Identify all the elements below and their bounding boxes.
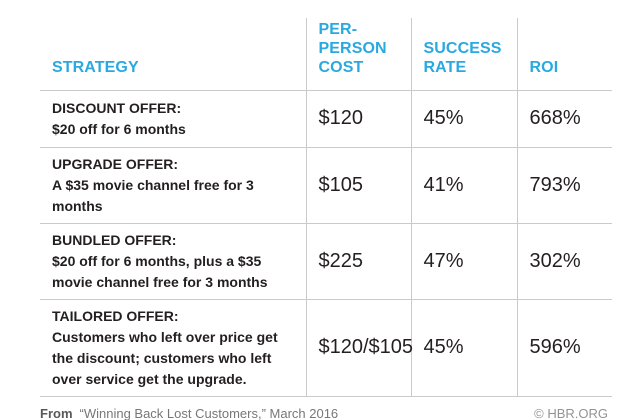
strategy-title: UPGRADE OFFER: (52, 155, 178, 172)
success-rate-cell: 45% (410, 299, 517, 397)
strategy-detail: Customers who left over price get the di… (52, 328, 278, 387)
source-note: From “Winning Back Lost Customers,” March… (40, 406, 338, 420)
success-rate-cell: 45% (410, 90, 517, 148)
strategy-title: TAILORED OFFER: (52, 307, 179, 324)
roi-cell: 793% (516, 147, 612, 224)
strategy-cell: DISCOUNT OFFER: $20 off for 6 months (40, 90, 306, 148)
roi-cell: 302% (516, 223, 612, 300)
strategy-detail: $20 off for 6 months, plus a $35 movie c… (52, 252, 268, 290)
table-row-upgrade-offer: UPGRADE OFFER: A $35 movie channel free … (40, 147, 612, 224)
column-header-per-person-cost: PER-PERSON COST (305, 18, 411, 91)
roi-cell: 668% (516, 90, 612, 148)
strategy-title: DISCOUNT OFFER: (52, 99, 182, 116)
strategy-table: STRATEGY PER-PERSON COST SUCCESS RATE RO… (40, 18, 612, 397)
column-header-success-rate: SUCCESS RATE (410, 18, 517, 91)
column-header-roi: ROI (516, 18, 612, 91)
roi-cell: 596% (516, 299, 612, 397)
strategy-cell: TAILORED OFFER: Customers who left over … (40, 299, 306, 397)
hbr-credit: © HBR.ORG (534, 405, 608, 420)
success-rate-cell: 47% (410, 223, 517, 300)
strategy-cell: BUNDLED OFFER: $20 off for 6 months, plu… (40, 223, 306, 300)
strategy-title: BUNDLED OFFER: (52, 231, 177, 248)
table-row-bundled-offer: BUNDLED OFFER: $20 off for 6 months, plu… (40, 223, 612, 300)
cost-cell: $225 (305, 223, 411, 300)
strategy-cell: UPGRADE OFFER: A $35 movie channel free … (40, 147, 306, 224)
cost-cell: $120 (305, 90, 411, 148)
strategy-detail: $20 off for 6 months (52, 120, 186, 137)
cost-cell: $105 (305, 147, 411, 224)
strategy-detail: A $35 movie channel free for 3 months (52, 176, 254, 214)
footer: From “Winning Back Lost Customers,” March… (40, 406, 612, 420)
cost-cell: $120/$105 (305, 299, 413, 397)
source-title: “Winning Back Lost Customers,” March 201… (79, 405, 339, 420)
header-row: STRATEGY PER-PERSON COST SUCCESS RATE RO… (40, 18, 612, 91)
success-rate-cell: 41% (410, 147, 517, 224)
table-row-tailored-offer: TAILORED OFFER: Customers who left over … (40, 299, 612, 397)
source-from-label: From (40, 405, 73, 420)
table-row-discount-offer: DISCOUNT OFFER: $20 off for 6 months $12… (40, 90, 612, 148)
column-header-strategy: STRATEGY (40, 18, 306, 91)
